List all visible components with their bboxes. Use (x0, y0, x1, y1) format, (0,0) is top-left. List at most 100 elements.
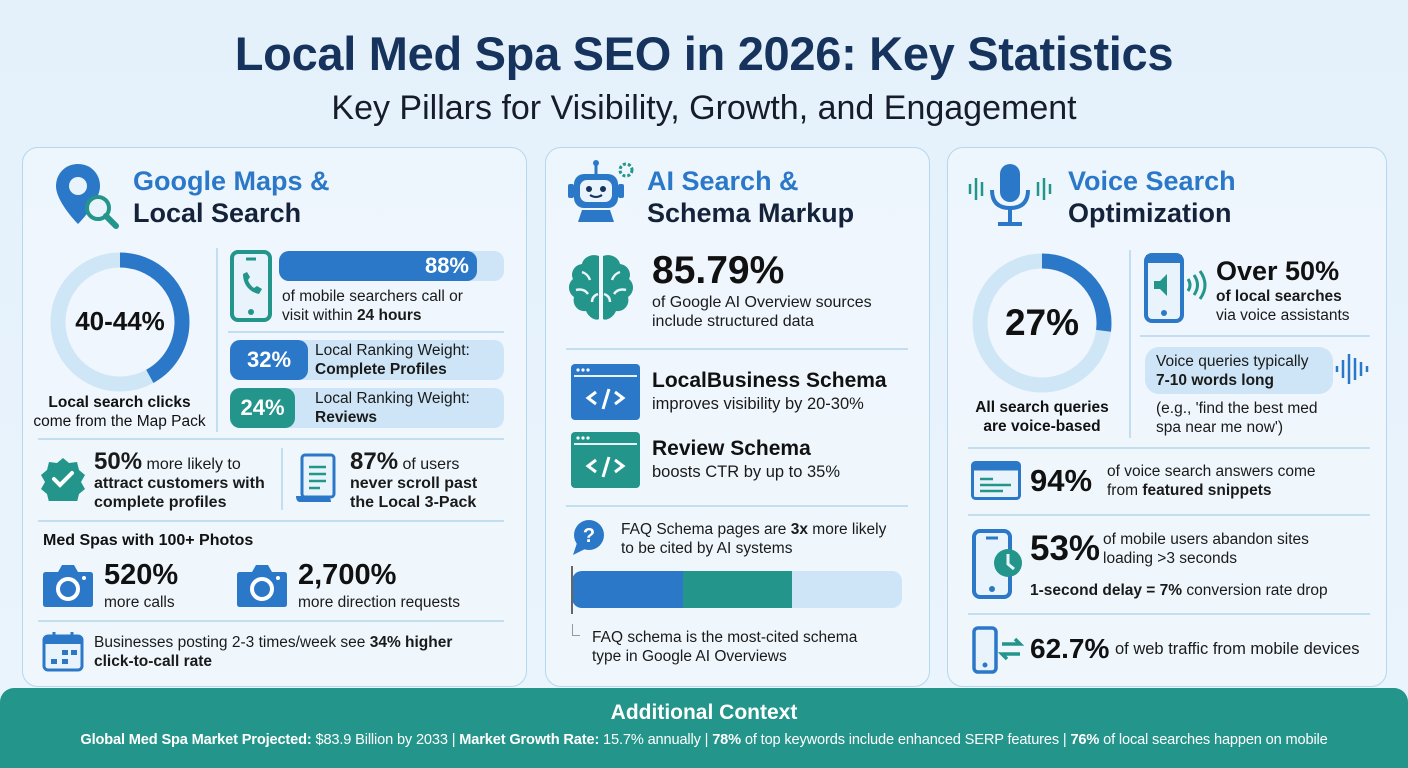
text-segment: 50% (94, 448, 143, 475)
text-segment: Local Ranking Weight: (315, 390, 470, 407)
assistants-text: of local searches via voice assistants (1216, 287, 1350, 325)
rank-value: 24% (230, 388, 295, 428)
text-segment: Global Med Spa Market Projected: (80, 732, 312, 748)
text-segment: Businesses posting 2-3 times/week see (94, 634, 370, 651)
overview-value: 85.79% (652, 249, 785, 292)
panel-title: Voice Search Optimization (1068, 165, 1236, 229)
mobile-text: of mobile searchers call or visit within… (282, 287, 463, 325)
microphone-icon (968, 164, 1052, 226)
rank-label: Local Ranking Weight: Complete Profiles (315, 341, 470, 379)
photos-heading: Med Spas with 100+ Photos (43, 532, 254, 549)
text-segment: of voice search answers come from (1107, 463, 1316, 499)
faq-bar (572, 571, 902, 608)
panel-title: AI Search & Schema Markup (647, 165, 854, 229)
text-segment: 15.7% annually | (599, 732, 713, 748)
donut-fill (50, 252, 190, 392)
scroll-text: 87% of users never scroll past the Local… (350, 450, 478, 512)
text-segment: of users (402, 456, 460, 473)
donut-caption: All search queries are voice-based (975, 399, 1109, 435)
snippets-text: of voice search answers come from featur… (1107, 462, 1315, 500)
map-pin-search-icon (56, 164, 119, 229)
schema-text: boosts CTR by up to 35% (652, 463, 841, 481)
text-segment: never scroll past the Local 3-Pack (350, 475, 478, 511)
text-segment: Voice queries typically (1156, 353, 1309, 370)
panel-voice-search (947, 147, 1387, 687)
divider (566, 505, 908, 507)
donut-value: 27% (1004, 302, 1080, 343)
faq-bar-segment-teal (683, 571, 792, 608)
text-segment: of local searches happen on mobile (1099, 732, 1328, 748)
title-line2: Local Search (133, 198, 302, 228)
svg-text:?: ? (583, 525, 595, 547)
divider (968, 514, 1370, 516)
brain-icon (568, 255, 634, 320)
text-segment: via voice assistants (1216, 307, 1350, 324)
phone-speaker-icon (1144, 253, 1207, 323)
text-segment: conversion rate drop (1182, 582, 1328, 599)
faq-text: FAQ Schema pages are 3x more likely to b… (621, 520, 886, 558)
camera-icon (237, 565, 287, 607)
phone-clock-icon (972, 529, 1022, 599)
photos-directions-value: 2,700% (298, 559, 397, 591)
mobile-bar-value: 88% (424, 253, 469, 278)
posting-text: Businesses posting 2-3 times/week see 34… (94, 633, 452, 671)
mobile-bar-track: 88% (279, 251, 504, 281)
overview-text: of Google AI Overview sources include st… (652, 294, 872, 330)
abandon-value: 53% (1030, 529, 1101, 568)
code-window-icon (571, 364, 640, 420)
text-segment: FAQ Schema pages are (621, 521, 791, 538)
divider (38, 620, 504, 622)
phone-transfer-icon (972, 626, 1024, 674)
footer-stats: Global Med Spa Market Projected: $83.9 B… (0, 732, 1408, 748)
rank-reviews: 24% Local Ranking Weight: Reviews (230, 388, 504, 428)
faq-caption: FAQ schema is the most-cited schema type… (592, 629, 858, 665)
text-segment: 7-10 words long (1156, 372, 1274, 389)
title-line1: AI Search & (647, 166, 799, 196)
text-segment: Complete Profiles (315, 361, 447, 378)
text-segment: of top keywords include enhanced SERP fe… (740, 732, 1071, 748)
text-segment: 24 hours (356, 307, 422, 324)
abandon-text: of mobile users abandon sites loading >3… (1103, 531, 1309, 567)
profiles-text: 50% more likely to attract customers wit… (94, 450, 265, 512)
verified-badge-icon (41, 458, 85, 501)
mobile-bar-fill: 88% (279, 251, 477, 281)
traffic-text: of web traffic from mobile devices (1115, 640, 1360, 658)
assistants-value: Over 50% (1216, 256, 1340, 286)
queries-example: (e.g., 'find the best med spa near me no… (1156, 400, 1318, 436)
photos-calls-label: more calls (104, 594, 175, 611)
snippets-value: 94% (1030, 463, 1093, 498)
divider (281, 448, 283, 510)
page-title: Local Med Spa SEO in 2026: Key Statistic… (234, 27, 1174, 80)
panel-title: Google Maps & Local Search (133, 165, 330, 229)
photos-calls-value: 520% (104, 559, 179, 591)
footer-title: Additional Context (610, 701, 798, 724)
donut-fill (972, 253, 1112, 393)
text-segment: 76% (1070, 732, 1100, 748)
bar-axis (571, 566, 573, 614)
divider (228, 331, 504, 333)
text-segment: 78% (712, 732, 741, 748)
divider (968, 447, 1370, 449)
additional-context-footer: Additional Context Global Med Spa Market… (0, 688, 1408, 768)
phone-call-icon (230, 250, 272, 322)
queries-text: Voice queries typically 7-10 words long (1156, 352, 1309, 390)
divider (216, 248, 218, 432)
camera-icon (43, 565, 93, 607)
text-segment: Market Growth Rate: (459, 732, 600, 748)
rank-value: 32% (230, 340, 308, 380)
text-segment: come from the Map Pack (33, 413, 206, 430)
text-segment: Local Ranking Weight: (315, 342, 470, 359)
schema-title: Review Schema (652, 437, 811, 460)
divider (1129, 250, 1131, 438)
text-segment: $83.9 Billion by 2033 | (311, 732, 460, 748)
voice-donut (972, 253, 1112, 393)
title-line2: Schema Markup (647, 198, 855, 228)
text-segment: more likely to be cited by AI systems (621, 521, 887, 557)
text-segment: Local search clicks (48, 394, 191, 411)
traffic-value: 62.7% (1030, 633, 1110, 664)
sound-wave-icon (1335, 354, 1369, 384)
robot-icon (568, 160, 634, 222)
text-segment: 34% higher click-to-call rate (94, 634, 453, 670)
text-segment: 3x (790, 521, 808, 538)
rank-complete-profiles: 32% Local Ranking Weight: Complete Profi… (230, 340, 504, 380)
